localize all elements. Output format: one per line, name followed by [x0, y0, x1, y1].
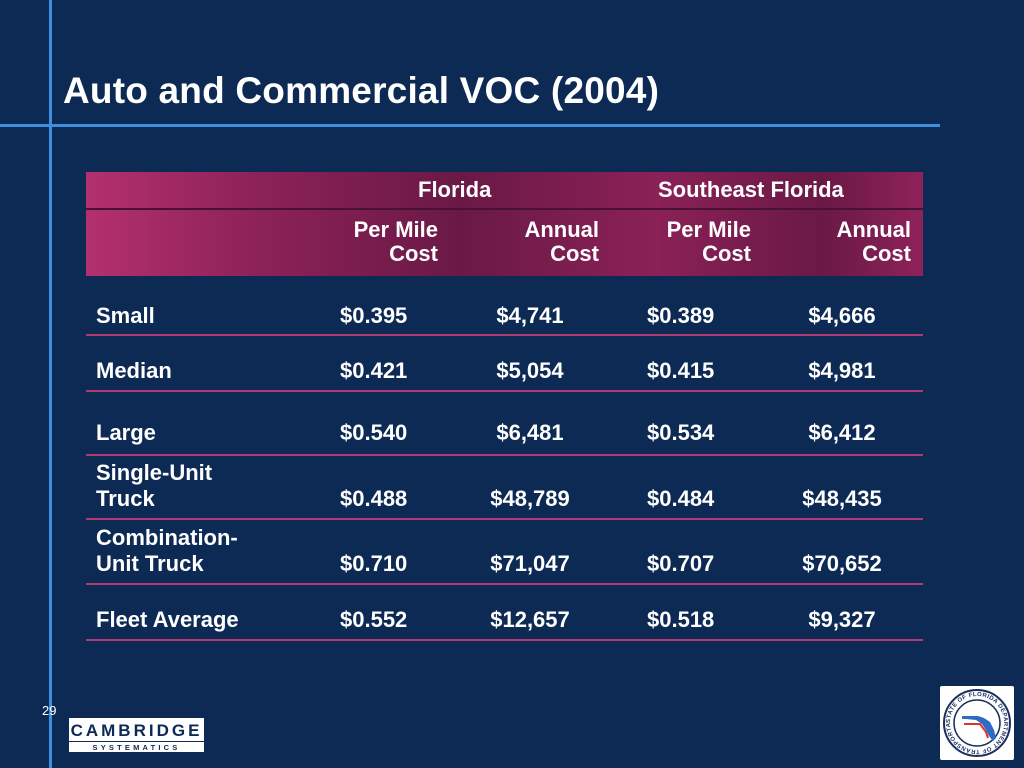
table-row: Median $0.421 $5,054 $0.415 $4,981	[86, 336, 923, 392]
cell-se-florida-per-mile: $0.484	[647, 486, 715, 511]
cell-florida-annual: $71,047	[490, 551, 570, 576]
cell-se-florida-per-mile: $0.389	[647, 303, 715, 328]
cell-se-florida-annual: $70,652	[802, 551, 882, 576]
table-group-header-row: Florida Southeast Florida	[86, 172, 923, 210]
cell-florida-per-mile: $0.488	[340, 486, 408, 511]
group-header-southeast-florida: Southeast Florida	[658, 177, 844, 202]
cell-se-florida-annual: $4,666	[808, 303, 876, 328]
cell-se-florida-per-mile: $0.534	[647, 420, 715, 445]
fdot-seal-icon: STATE OF FLORIDA DEPARTMENT OF TRANSPORT…	[937, 682, 1011, 757]
cell-se-florida-annual: $9,327	[808, 607, 876, 632]
voc-table: Florida Southeast Florida Per Mile Cost …	[86, 172, 923, 641]
row-label: Median	[96, 358, 172, 383]
page-number: 29	[42, 703, 57, 718]
cell-florida-per-mile: $0.395	[340, 303, 408, 328]
sub-header-se-florida-annual: Annual Cost	[836, 217, 911, 266]
table-row: Fleet Average $0.552 $12,657 $0.518 $9,3…	[86, 585, 923, 641]
sub-header-florida-per-mile: Per Mile Cost	[353, 217, 438, 266]
fdot-logo: STATE OF FLORIDA DEPARTMENT OF TRANSPORT…	[937, 682, 1014, 760]
row-label-line1: Combination-	[96, 525, 238, 550]
cell-se-florida-per-mile: $0.518	[647, 607, 715, 632]
cell-florida-annual: $48,789	[490, 486, 570, 511]
table-row: Single-Unit Truck $0.488 $48,789 $0.484 …	[86, 456, 923, 520]
cell-florida-per-mile: $0.710	[340, 551, 408, 576]
sub-header-se-florida-per-mile: Per Mile Cost	[666, 217, 751, 266]
group-header-florida: Florida	[418, 177, 492, 202]
logo-bottom-band	[69, 742, 204, 752]
cell-se-florida-annual: $6,412	[808, 420, 876, 445]
cell-florida-per-mile: $0.552	[340, 607, 408, 632]
cell-florida-annual: $6,481	[496, 420, 564, 445]
slide-title: Auto and Commercial VOC (2004)	[63, 70, 660, 111]
cell-se-florida-per-mile: $0.415	[647, 358, 715, 383]
florida-map-shape	[962, 716, 996, 741]
cell-florida-per-mile: $0.421	[340, 358, 408, 383]
row-label: Fleet Average	[96, 607, 239, 632]
cell-se-florida-annual: $4,981	[808, 358, 876, 383]
logo-wordmark-systematics: SYSTEMATICS	[93, 743, 181, 752]
row-label: Small	[96, 303, 155, 328]
row-label: Large	[96, 420, 156, 445]
table-row: Combination- Unit Truck $0.710 $71,047 $…	[86, 520, 923, 585]
sub-header-florida-annual: Annual Cost	[524, 217, 599, 266]
table-sub-header-row: Per Mile Cost Annual Cost Per Mile Cost …	[86, 210, 923, 276]
cambridge-systematics-logo: CAMBRIDGE SYSTEMATICS	[69, 718, 204, 752]
cell-florida-annual: $5,054	[496, 358, 564, 383]
map-road-line	[964, 723, 989, 739]
horizontal-accent-line	[0, 124, 940, 127]
row-label-line2: Unit Truck	[96, 551, 204, 576]
table-row: Large $0.540 $6,481 $0.534 $6,412	[86, 392, 923, 456]
cell-florida-annual: $12,657	[490, 607, 570, 632]
cell-florida-per-mile: $0.540	[340, 420, 408, 445]
cell-se-florida-per-mile: $0.707	[647, 551, 715, 576]
logo-top-band	[69, 718, 204, 741]
row-label-line2: Truck	[96, 486, 155, 511]
vertical-accent-line	[49, 0, 52, 768]
table-row: Small $0.395 $4,741 $0.389 $4,666	[86, 290, 923, 336]
logo-wordmark-cambridge: CAMBRIDGE	[71, 721, 203, 740]
row-label-line1: Single-Unit	[96, 460, 213, 485]
cell-florida-annual: $4,741	[496, 303, 564, 328]
cell-se-florida-annual: $48,435	[802, 486, 882, 511]
